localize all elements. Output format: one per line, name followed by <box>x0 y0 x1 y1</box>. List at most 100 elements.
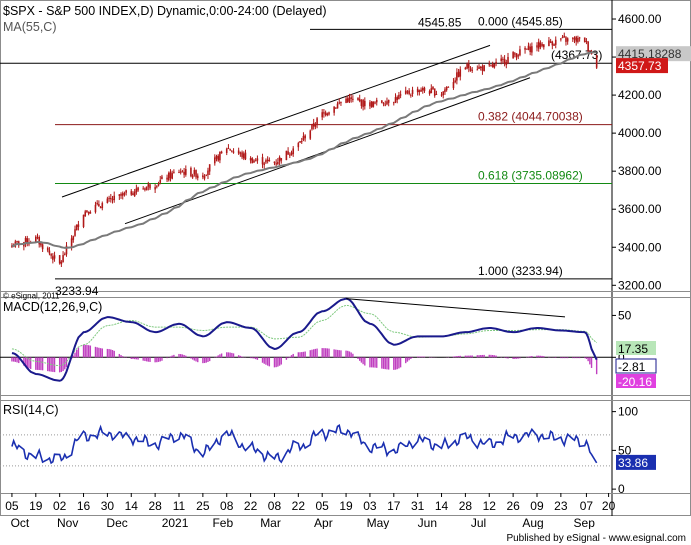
candle-body <box>476 69 479 71</box>
candle-body <box>106 198 109 204</box>
candle-body <box>195 170 197 178</box>
candle-body <box>46 247 49 251</box>
candle-body <box>96 202 98 205</box>
candle-body <box>549 41 552 43</box>
candle-body <box>156 186 158 188</box>
candle-body <box>575 36 578 42</box>
candle-body <box>571 37 574 39</box>
candle-body <box>456 72 458 81</box>
y-tick-label: 50 <box>618 308 632 322</box>
x-day-label: 12 <box>483 499 497 513</box>
x-day-label: 30 <box>101 499 115 513</box>
candle-body <box>531 46 533 53</box>
candle-body <box>52 256 54 260</box>
candle-body <box>328 112 330 115</box>
rsi-line <box>11 424 598 465</box>
candle-body <box>297 143 300 148</box>
candle-body <box>430 88 433 94</box>
candle-body <box>471 69 474 71</box>
x-day-label: 31 <box>411 499 425 513</box>
candle-body <box>336 103 339 109</box>
candle-body <box>374 102 376 104</box>
candles <box>11 32 598 267</box>
x-month-label: Nov <box>57 516 78 530</box>
candle-body <box>275 163 277 165</box>
x-day-label: 22 <box>292 499 306 513</box>
candle-body <box>519 49 521 56</box>
macd-value-tag-bg <box>615 358 657 374</box>
x-day-label: 05 <box>5 499 19 513</box>
candle-body <box>479 66 482 68</box>
candle-body <box>130 191 133 195</box>
candle-body <box>517 55 520 57</box>
histogram-value-tag-bg <box>616 374 656 388</box>
candle-body <box>215 156 218 159</box>
histogram-value-tag-text: -20.16 <box>618 375 652 389</box>
ma-tag-bg <box>616 46 691 62</box>
candle-body <box>53 255 56 259</box>
candle-body <box>502 58 504 60</box>
y-tick-label: 0 <box>618 350 625 364</box>
candle-body <box>324 112 327 115</box>
signal-line <box>11 304 597 367</box>
candle-body <box>36 237 39 239</box>
x-day-label: 26 <box>506 499 520 513</box>
candle-body <box>551 41 554 46</box>
candle-body <box>205 174 208 176</box>
candle-body <box>207 170 209 176</box>
candle-body <box>563 35 566 38</box>
candle-body <box>179 171 182 173</box>
candle-body <box>287 151 289 155</box>
x-day-label: 09 <box>530 499 544 513</box>
candle-body <box>469 68 472 71</box>
x-day-label: 03 <box>363 499 377 513</box>
fibonacci-label: 0.618 (3735.08962) <box>478 169 583 183</box>
last-price-text: 4357.73 <box>618 59 662 73</box>
x-month-label: Apr <box>314 516 333 530</box>
candle-body <box>196 175 199 179</box>
candle-body <box>396 97 399 100</box>
candle-body <box>421 88 424 91</box>
candle-body <box>98 204 100 207</box>
candle-body <box>440 94 443 96</box>
candle-body <box>323 112 325 114</box>
candle-body <box>311 123 313 130</box>
candle-body <box>144 188 146 190</box>
candle-body <box>70 238 73 247</box>
candle-body <box>394 97 397 103</box>
candle-body <box>132 193 134 196</box>
candle-body <box>553 44 555 46</box>
candle-body <box>94 204 97 213</box>
candle-body <box>161 176 163 180</box>
candle-body <box>183 171 185 175</box>
candle-body <box>268 160 271 162</box>
candle-body <box>74 229 76 236</box>
x-day-label: 02 <box>53 499 67 513</box>
candle-body <box>457 71 460 78</box>
candle-body <box>381 100 383 103</box>
candle-body <box>447 86 450 88</box>
candle-body <box>251 158 254 164</box>
x-day-label: 05 <box>316 499 330 513</box>
candle-body <box>302 135 305 141</box>
x-day-label: 16 <box>77 499 91 513</box>
candle-body <box>253 160 255 163</box>
x-month-label: Aug <box>522 516 543 530</box>
macd-title: MACD(12,26,9,C) <box>3 300 102 314</box>
candle-body <box>289 154 291 156</box>
candle-body <box>142 188 144 190</box>
candle-body <box>263 163 266 165</box>
candle-body <box>299 141 301 143</box>
candle-body <box>178 172 180 174</box>
y-tick-label: 3600.00 <box>618 202 662 216</box>
candle-body <box>181 171 184 173</box>
candle-body <box>321 112 323 118</box>
candle-body <box>62 255 64 263</box>
x-day-label: 07 <box>580 499 594 513</box>
candle-body <box>481 66 484 71</box>
candle-body <box>483 65 485 72</box>
candle-body <box>500 58 502 61</box>
candle-body <box>219 151 221 161</box>
candle-body <box>543 44 545 48</box>
candle-body <box>125 190 127 193</box>
